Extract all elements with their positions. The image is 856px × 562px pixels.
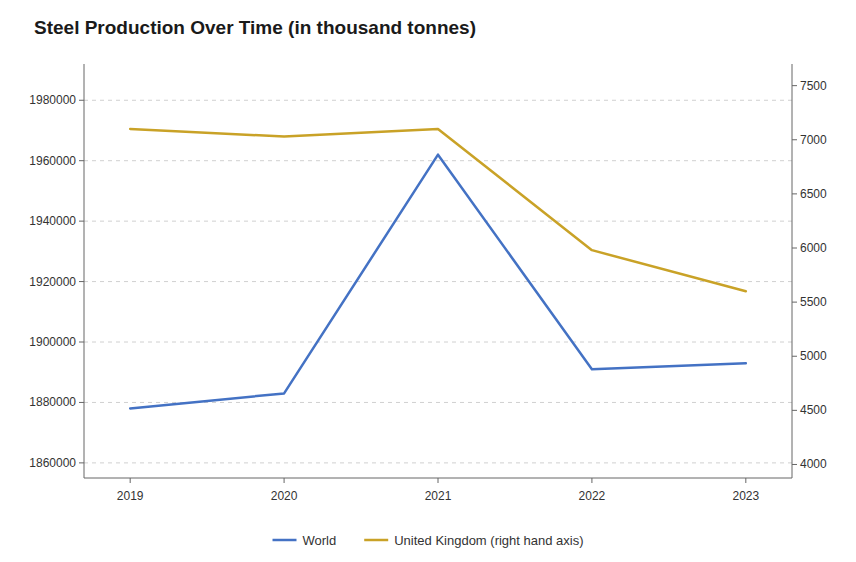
y-tick bbox=[79, 342, 84, 343]
grid-line bbox=[84, 160, 792, 161]
y2-tick bbox=[792, 139, 797, 140]
legend-swatch bbox=[364, 539, 388, 542]
y-tick bbox=[79, 160, 84, 161]
y2-tick-label: 4500 bbox=[800, 403, 827, 417]
y2-tick bbox=[792, 410, 797, 411]
y2-tick-label: 6500 bbox=[800, 187, 827, 201]
y2-axis-line bbox=[792, 64, 793, 478]
y-tick-label: 1860000 bbox=[29, 456, 76, 470]
y-tick-label: 1920000 bbox=[29, 275, 76, 289]
y2-tick-label: 7500 bbox=[800, 79, 827, 93]
y-tick-label: 1960000 bbox=[29, 154, 76, 168]
x-tick bbox=[438, 478, 439, 483]
grid-line bbox=[84, 342, 792, 343]
y-tick bbox=[79, 402, 84, 403]
plot-area bbox=[130, 129, 746, 409]
grid-line bbox=[84, 462, 792, 463]
legend-label: United Kingdom (right hand axis) bbox=[394, 533, 583, 548]
y-tick-label: 1940000 bbox=[29, 214, 76, 228]
grid bbox=[84, 100, 792, 463]
y2-tick bbox=[792, 248, 797, 249]
y-tick-label: 1980000 bbox=[29, 93, 76, 107]
line bbox=[130, 129, 746, 291]
x-tick bbox=[130, 478, 131, 483]
x-tick-label: 2019 bbox=[117, 489, 144, 503]
grid-line bbox=[84, 281, 792, 282]
legend-item: United Kingdom (right hand axis) bbox=[364, 533, 583, 548]
x-tick-label: 2023 bbox=[732, 489, 759, 503]
x-tick-label: 2020 bbox=[271, 489, 298, 503]
line bbox=[130, 155, 746, 409]
y-tick bbox=[79, 281, 84, 282]
legend-swatch bbox=[273, 539, 297, 542]
x-tick bbox=[591, 478, 592, 483]
title: Steel Production Over Time (in thousand … bbox=[34, 17, 476, 38]
y2-tick bbox=[792, 302, 797, 303]
x-tick bbox=[284, 478, 285, 483]
y2-tick bbox=[792, 85, 797, 86]
x-tick bbox=[745, 478, 746, 483]
y-tick bbox=[79, 100, 84, 101]
x-tick-label: 2022 bbox=[579, 489, 606, 503]
y2-tick-label: 4000 bbox=[800, 457, 827, 471]
y2-tick bbox=[792, 193, 797, 194]
y2-tick-label: 6000 bbox=[800, 241, 827, 255]
y-axis-line bbox=[84, 64, 85, 478]
y-tick bbox=[79, 462, 84, 463]
y2-tick bbox=[792, 464, 797, 465]
grid-line bbox=[84, 100, 792, 101]
x-tick-label: 2021 bbox=[425, 489, 452, 503]
y2-tick-label: 5500 bbox=[800, 295, 827, 309]
y-tick bbox=[79, 221, 84, 222]
y2-tick bbox=[792, 356, 797, 357]
legend: World United Kingdom (right hand axis) bbox=[273, 533, 584, 548]
grid-line bbox=[84, 221, 792, 222]
legend-item: World bbox=[273, 533, 337, 548]
y2-tick-label: 7000 bbox=[800, 133, 827, 147]
y-tick-label: 1900000 bbox=[29, 335, 76, 349]
chart: Steel Production Over Time (in thousand … bbox=[0, 0, 856, 562]
y-tick-label: 1880000 bbox=[29, 395, 76, 409]
legend-label: World bbox=[303, 533, 337, 548]
y2-tick-label: 5000 bbox=[800, 349, 827, 363]
